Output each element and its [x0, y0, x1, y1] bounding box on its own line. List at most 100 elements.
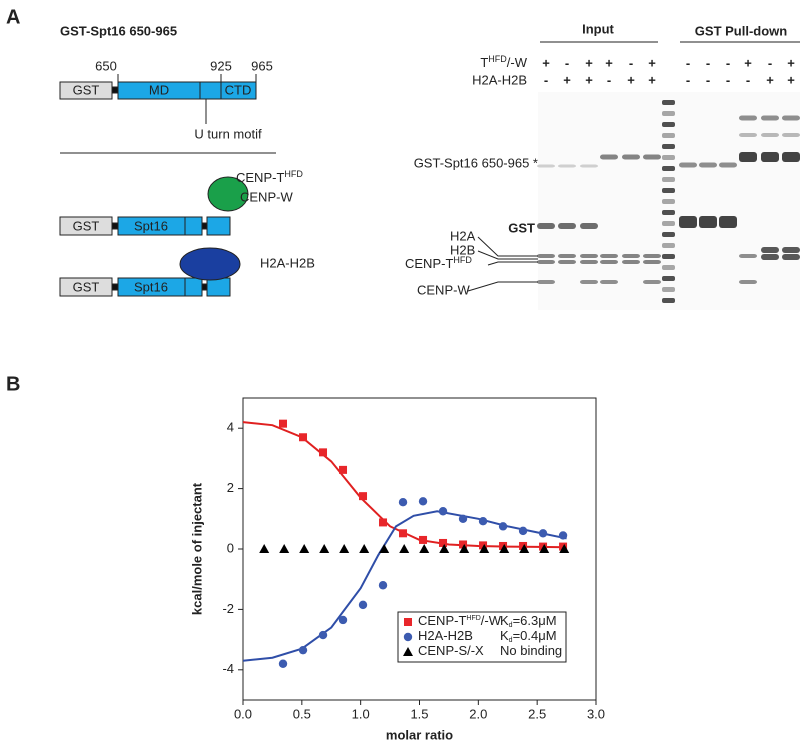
data-point — [559, 544, 570, 553]
lane-sign: + — [585, 72, 593, 87]
band — [600, 254, 618, 258]
marker-band — [662, 254, 675, 259]
band — [679, 216, 697, 228]
lane-sign: + — [563, 72, 571, 87]
data-point — [459, 544, 470, 553]
band — [537, 254, 555, 258]
data-point — [338, 615, 348, 625]
lane-sign: - — [565, 55, 569, 70]
legend-entry: CENP-S/-X — [418, 643, 484, 658]
motif-label: U turn motif — [194, 126, 262, 141]
text-part: T — [480, 55, 488, 70]
marker-band — [662, 144, 675, 149]
chart: 0.0 0.5 1.0 1.5 2.0 2.5 3.0 -4 -2 0 2 4 molar ratio k… — [189, 397, 605, 742]
legend-entry: CENP-THFD/-W — [418, 613, 502, 628]
data-point — [339, 544, 350, 553]
text-part: =6.3μM — [513, 613, 557, 628]
lane-sign: - — [686, 72, 690, 87]
data-point — [499, 541, 508, 550]
gel-header: GST Pull-down — [695, 23, 787, 38]
y-tick-label: 0 — [227, 540, 234, 555]
band — [739, 115, 757, 121]
data-point — [378, 581, 388, 590]
x-tick-label: 3.0 — [587, 706, 605, 721]
band — [537, 260, 555, 264]
marker-band — [662, 232, 675, 237]
row-label: THFD/-W — [480, 54, 527, 70]
residue-label: 925 — [210, 58, 232, 73]
subscript: d — [509, 622, 513, 629]
lane-sign: - — [544, 72, 548, 87]
marker-band — [662, 166, 675, 171]
data-point — [478, 517, 488, 526]
data-point — [438, 507, 448, 516]
lane-sign: + — [766, 72, 774, 87]
residue-label: 650 — [95, 58, 117, 73]
data-point — [519, 544, 530, 553]
data-point — [319, 448, 328, 457]
text-part: =0.4μM — [513, 628, 557, 643]
data-point — [439, 538, 448, 547]
x-tick-label: 0.0 — [234, 706, 252, 721]
band — [699, 216, 717, 228]
lane-sign: - — [726, 72, 730, 87]
data-point — [279, 419, 288, 428]
band — [643, 154, 661, 160]
text-part: CENP-S/-X — [418, 643, 484, 658]
band — [739, 152, 757, 162]
gel — [538, 92, 800, 310]
lane-sign: + — [605, 55, 613, 70]
data-point — [418, 497, 428, 506]
band — [761, 254, 779, 260]
marker-band — [662, 111, 675, 116]
diagram-title: GST-Spt16 650-965 — [60, 23, 177, 38]
panel-label: B — [6, 373, 20, 395]
data-point — [398, 497, 408, 507]
band — [537, 280, 555, 284]
subscript: d — [509, 637, 513, 644]
data-point — [558, 531, 568, 540]
y-axis-label: kcal/mole of injectant — [189, 482, 204, 615]
band — [782, 133, 800, 137]
band — [600, 154, 618, 160]
band — [643, 280, 661, 284]
text-part: CENP-T — [405, 256, 453, 271]
band-label: CENP-W — [417, 282, 470, 297]
legend-entry: H2A-H2B — [418, 628, 473, 643]
superscript: HFD — [488, 54, 507, 64]
construct-2 — [59, 176, 249, 236]
lane-sign: + — [787, 55, 795, 70]
lane-sign: + — [585, 55, 593, 70]
band — [719, 216, 737, 228]
data-point — [359, 492, 368, 501]
marker-band — [662, 155, 675, 160]
row-label: H2A-H2B — [472, 72, 527, 87]
domain-label: MD — [149, 82, 169, 97]
data-point — [319, 544, 330, 553]
lane-sign: + — [744, 55, 752, 70]
data-point — [458, 514, 468, 523]
lane-sign: - — [629, 55, 633, 70]
data-point — [358, 600, 368, 610]
lane-sign: - — [686, 55, 690, 70]
band — [782, 254, 800, 260]
data-point — [399, 544, 410, 553]
x-tick-label: 2.5 — [528, 706, 546, 721]
band — [739, 133, 757, 137]
x-tick-label: 0.5 — [293, 706, 311, 721]
band — [622, 260, 640, 264]
x-tick-label: 1.5 — [410, 706, 428, 721]
text-part: /-W — [507, 55, 528, 70]
lane-sign: - — [726, 55, 730, 70]
data-point — [403, 647, 413, 656]
data-point — [359, 544, 370, 553]
legend-kd: Kd=6.3μM — [500, 613, 557, 628]
band-label: GST-Spt16 650-965 * — [414, 155, 538, 170]
text-part: /-W — [481, 613, 502, 628]
data-point — [538, 529, 548, 538]
x-tick-label: 1.0 — [352, 706, 370, 721]
lane-sign: + — [627, 72, 635, 87]
band — [580, 164, 598, 168]
legend-kd: No binding — [500, 643, 562, 658]
